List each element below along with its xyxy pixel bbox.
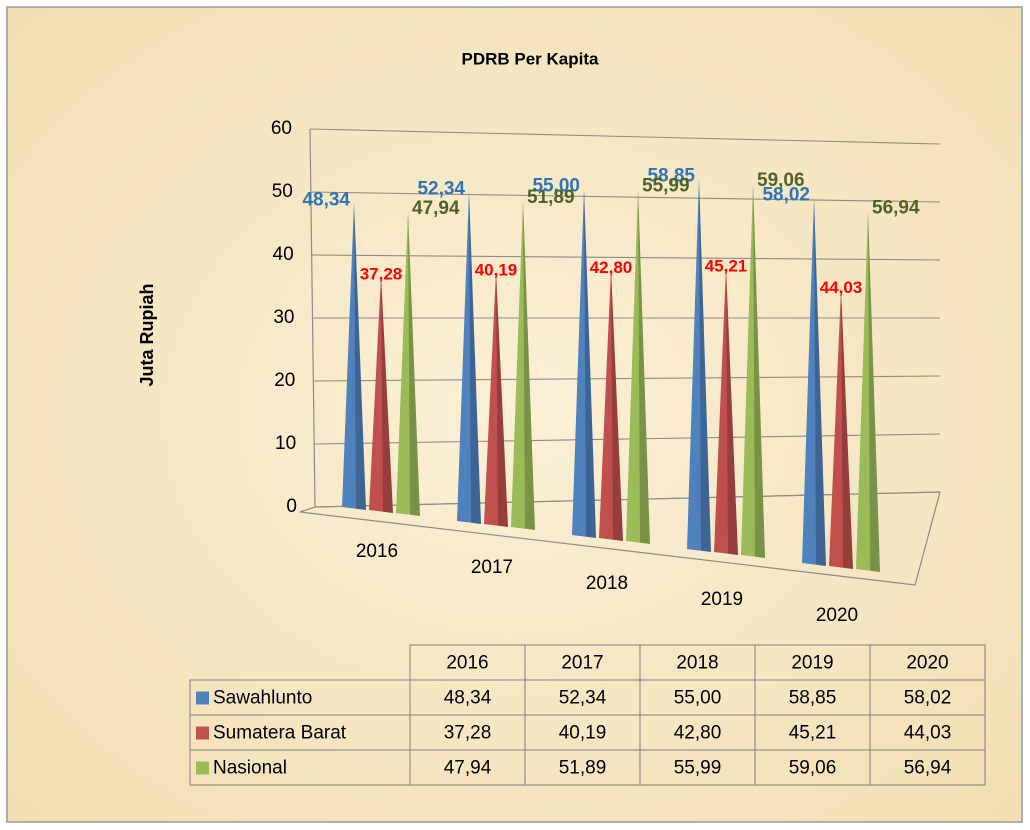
cone [599, 268, 623, 541]
cone [714, 267, 738, 555]
legend-swatch [196, 691, 209, 705]
table-cell: 37,28 [444, 723, 492, 744]
cone-shade [611, 268, 623, 541]
y-tick-label: 10 [275, 433, 296, 454]
grid: 0 10 20 30 40 50 60 [271, 118, 941, 517]
data-label: 37,28 [360, 265, 403, 284]
chart-title: PDRB Per Kapita [462, 49, 600, 68]
data-label: 48,34 [302, 189, 350, 210]
data-label: 40,19 [475, 260, 518, 279]
legend-swatch [196, 761, 209, 775]
table-cell: 47,94 [444, 758, 492, 779]
cone [369, 275, 393, 513]
cone [342, 202, 366, 510]
table-cell: 58,02 [904, 688, 952, 709]
legend-label: Sumatera Barat [213, 723, 347, 744]
cone [457, 191, 481, 524]
table-header: 2016 [446, 653, 488, 674]
grid-line [309, 128, 941, 145]
y-tick-label: 40 [273, 244, 294, 265]
data-label: 51,89 [527, 187, 575, 208]
cone-shade [868, 210, 880, 572]
table-cell: 58,85 [789, 688, 837, 709]
cone [829, 288, 853, 569]
cone-shade [814, 197, 826, 566]
table-header: 2019 [791, 653, 833, 674]
cone [687, 178, 711, 552]
table-cell: 56,94 [904, 758, 952, 779]
data-label: 42,80 [590, 258, 633, 277]
chart-background [6, 6, 1023, 823]
data-label: 52,34 [417, 178, 465, 199]
data-label: 58,02 [762, 184, 810, 205]
cone [484, 270, 508, 527]
cone [626, 188, 650, 544]
cone-shade [469, 191, 481, 524]
y-tick-label: 50 [272, 181, 293, 202]
data-label: 56,94 [872, 197, 920, 218]
cone [396, 210, 420, 516]
table-cell: 59,06 [789, 758, 837, 779]
cone [741, 182, 765, 558]
cone [856, 210, 880, 572]
x-tick-label: 2016 [356, 541, 398, 562]
table-cell: 52,34 [559, 688, 607, 709]
cone-shade [584, 188, 596, 538]
table-cell: 45,21 [789, 723, 837, 744]
table-header: 2020 [906, 653, 948, 674]
table-cell: 55,99 [674, 758, 722, 779]
cone-shade [408, 210, 420, 516]
y-tick-label: 20 [274, 370, 295, 391]
x-tick-label: 2020 [816, 605, 858, 626]
grid-line [313, 375, 941, 382]
y-axis-label: Juta Rupiah [137, 283, 157, 386]
x-tick-label: 2017 [471, 557, 513, 578]
cone-shade [726, 267, 738, 555]
legend-label: Nasional [213, 758, 287, 779]
table-cell: 51,89 [559, 758, 607, 779]
cone-shade [381, 275, 393, 513]
cone-shade [699, 178, 711, 552]
table-cell: 44,03 [904, 723, 952, 744]
data-label: 55,99 [642, 175, 690, 196]
cone-shade [753, 182, 765, 558]
table-cell: 42,80 [674, 723, 722, 744]
cone [802, 197, 826, 566]
legend-swatch [196, 726, 209, 740]
table-cell: 55,00 [674, 688, 722, 709]
cone [511, 200, 535, 530]
grid-line [311, 254, 941, 261]
data-label: 44,03 [820, 278, 863, 297]
data-label: 59,06 [757, 170, 805, 191]
table-cell: 40,19 [559, 723, 607, 744]
table-cell: 48,34 [444, 688, 492, 709]
data-label: 58,85 [647, 165, 695, 186]
cone [572, 188, 596, 538]
cone-shade [638, 188, 650, 544]
cone-shade [523, 200, 535, 530]
data-table: 2016 2017 2018 2019 2020 Sawahlunto 48,34 52,34… [189, 644, 986, 786]
table-header: 2017 [561, 653, 603, 674]
grid-line [310, 191, 941, 203]
data-label: 55,00 [532, 176, 580, 197]
x-tick-label: 2018 [586, 573, 628, 594]
cone-shade [841, 288, 853, 569]
cone-shade [354, 202, 366, 510]
y-tick-label: 60 [271, 118, 292, 139]
x-tick-label: 2019 [701, 589, 743, 610]
y-tick-label: 30 [273, 307, 294, 328]
y-tick-label: 0 [286, 496, 297, 517]
cone-shade [496, 270, 508, 527]
data-label: 45,21 [705, 257, 748, 276]
table-header: 2018 [676, 653, 718, 674]
data-label: 47,94 [412, 198, 460, 219]
marks: 2016 2017 2018 2019 2020 48,34 52,34 55,00 58,85… [302, 165, 920, 626]
legend-label: Sawahlunto [213, 688, 312, 709]
